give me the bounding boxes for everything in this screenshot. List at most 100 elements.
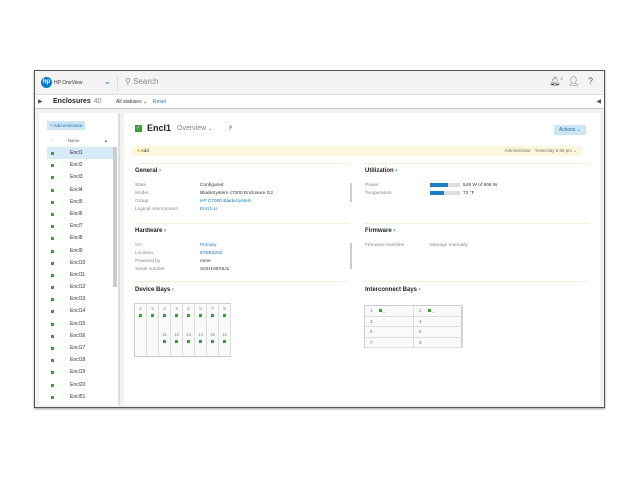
interconnect-bays-section-link[interactable]: Interconnect Bays › <box>365 287 421 293</box>
detail-label: Model <box>135 191 149 196</box>
enclosure-title: Encl1 <box>147 123 172 133</box>
view-selector[interactable]: Overview ⌄ <box>177 125 213 132</box>
interconnect-bay[interactable]: 2 ‗ ···· <box>414 306 463 317</box>
interconnect-bay[interactable]: 6 <box>414 327 463 338</box>
detail-link[interactable]: Encl1-LI <box>200 207 218 212</box>
interconnect-bay[interactable]: 4 <box>414 316 463 327</box>
detail-link[interactable]: Primary <box>200 243 217 248</box>
interconnect-bay[interactable]: 8 <box>414 337 463 348</box>
list-item[interactable]: Encl20 <box>47 379 113 391</box>
name-column-header[interactable]: Name <box>67 138 80 143</box>
enclosure-name: Encl12 <box>70 284 86 291</box>
list-item[interactable]: Encl13 <box>47 293 113 305</box>
list-item[interactable]: Encl9 <box>47 245 113 257</box>
utilization-section-link[interactable]: Utilization › <box>365 168 398 174</box>
add-enclosure-button[interactable]: + Add enclosure <box>47 121 86 130</box>
collapse-panel-icon[interactable]: ◀ <box>596 99 601 105</box>
bay-status-icon <box>151 314 154 317</box>
list-item[interactable]: Encl11 <box>47 269 113 281</box>
bay-number: 13 <box>185 332 191 337</box>
list-item[interactable]: Encl16 <box>47 330 113 342</box>
divider <box>134 281 349 282</box>
list-item[interactable]: Encl3 <box>47 171 113 183</box>
list-item[interactable]: Encl8 <box>47 232 113 244</box>
status-filter[interactable]: All statuses ⌄ <box>116 99 148 105</box>
user-icon[interactable]: 👤︎ <box>568 76 580 86</box>
help-icon[interactable]: ? <box>588 76 594 86</box>
device-bay[interactable]: 2 <box>147 304 159 330</box>
enclosure-list: Encl1 Encl2 Encl3 Encl4 Encl5 Encl6 Encl7 Encl8… <box>47 147 113 403</box>
general-scrollbar[interactable] <box>350 183 352 202</box>
notifications-bell-icon[interactable]: 🔔︎2 <box>549 76 563 86</box>
device-bay[interactable]: 7 <box>207 304 219 330</box>
device-bays-title: Device Bays <box>135 287 171 293</box>
list-item[interactable]: Encl2 <box>47 159 113 171</box>
device-bay[interactable] <box>147 330 159 356</box>
list-item[interactable]: Encl6 <box>47 208 113 220</box>
device-bay[interactable]: 15 <box>207 330 219 356</box>
device-bay[interactable]: 16 <box>219 330 231 356</box>
status-ok-icon <box>51 371 54 375</box>
detail-label: Powered by <box>135 259 161 264</box>
device-bay[interactable]: 4 <box>171 304 183 330</box>
list-item[interactable]: Encl18 <box>47 354 113 366</box>
activity-user: Administrator <box>504 148 531 153</box>
bay-number: 7 <box>211 306 214 311</box>
list-item[interactable]: Encl51 <box>47 391 113 403</box>
firmware-details: Firmware baseline Manage manually <box>365 243 468 251</box>
device-bay[interactable] <box>135 330 147 356</box>
detail-link[interactable]: HP C7000 BladeSystem <box>200 199 252 204</box>
bay-number: 3 <box>163 306 166 311</box>
detail-label: Logical interconnect <box>135 207 178 212</box>
list-item[interactable]: Encl5 <box>47 196 113 208</box>
device-bays-section-link[interactable]: Device Bays › <box>135 287 175 293</box>
list-item[interactable]: Encl7 <box>47 220 113 232</box>
hardware-scrollbar[interactable] <box>350 243 352 269</box>
interconnect-bay[interactable]: 7 <box>365 337 414 348</box>
device-bay[interactable]: 12 <box>171 330 183 356</box>
expand-sidebar-icon[interactable]: ▶ <box>38 99 43 105</box>
list-item[interactable]: Encl17 <box>47 342 113 354</box>
interconnect-bay[interactable]: 1 ‗ ···· <box>365 306 414 317</box>
device-bay[interactable]: 5 <box>183 304 195 330</box>
enclosure-name: Encl15 <box>70 320 86 327</box>
device-bay[interactable]: 1 <box>135 304 147 330</box>
bay-number: 14 <box>197 332 203 337</box>
firmware-section-link[interactable]: Firmware › <box>365 228 396 234</box>
main-menu-chevron-icon[interactable]: ⌄ <box>104 77 111 86</box>
interconnect-bay[interactable]: 5 <box>365 327 414 338</box>
activity-label: ● Add <box>137 146 149 156</box>
bay-number: 6 <box>419 329 422 334</box>
reset-link[interactable]: Reset <box>153 99 167 105</box>
list-item[interactable]: Encl1 <box>47 147 113 160</box>
list-scrollbar[interactable] <box>113 147 117 287</box>
list-item[interactable]: Encl4 <box>47 184 113 196</box>
status-ok-icon <box>51 225 54 229</box>
detail-link[interactable]: 57EB2202 <box>200 251 223 256</box>
sort-icon[interactable]: ▴ <box>104 138 107 143</box>
detail-value: SGH100X6J1 <box>200 267 230 272</box>
list-item[interactable]: Encl10 <box>47 257 113 269</box>
actions-button[interactable]: Actions ⌄ <box>554 125 586 135</box>
hardware-section-link[interactable]: Hardware › <box>135 228 167 234</box>
list-item[interactable]: Encl14 <box>47 305 113 317</box>
status-column-icon[interactable]: ◦ <box>51 138 53 143</box>
temperature-value: 72 °F <box>463 191 475 197</box>
device-bay[interactable]: 3 <box>159 304 171 330</box>
device-bay[interactable]: 8 <box>219 304 231 330</box>
bay-number: 2 <box>151 306 154 311</box>
list-item[interactable]: Encl12 <box>47 281 113 293</box>
interconnect-bay[interactable]: 3 <box>365 316 414 327</box>
activity-banner[interactable]: ● Add Administrator Yesterday 5:38 pm ⌄ <box>132 146 582 156</box>
status-ok-icon <box>51 188 54 192</box>
search-placeholder: Search <box>133 77 159 86</box>
device-bay[interactable]: 6 <box>195 304 207 330</box>
device-bay[interactable]: 13 <box>183 330 195 356</box>
general-section-link[interactable]: General › <box>135 168 162 174</box>
device-bay[interactable]: 11 <box>159 330 171 356</box>
search-input[interactable]: ⚲ Search <box>125 77 159 86</box>
list-item[interactable]: Encl19 <box>47 366 113 378</box>
map-view-icon[interactable]: ⚡︎ <box>228 125 233 132</box>
list-item[interactable]: Encl15 <box>47 318 113 330</box>
device-bay[interactable]: 14 <box>195 330 207 356</box>
